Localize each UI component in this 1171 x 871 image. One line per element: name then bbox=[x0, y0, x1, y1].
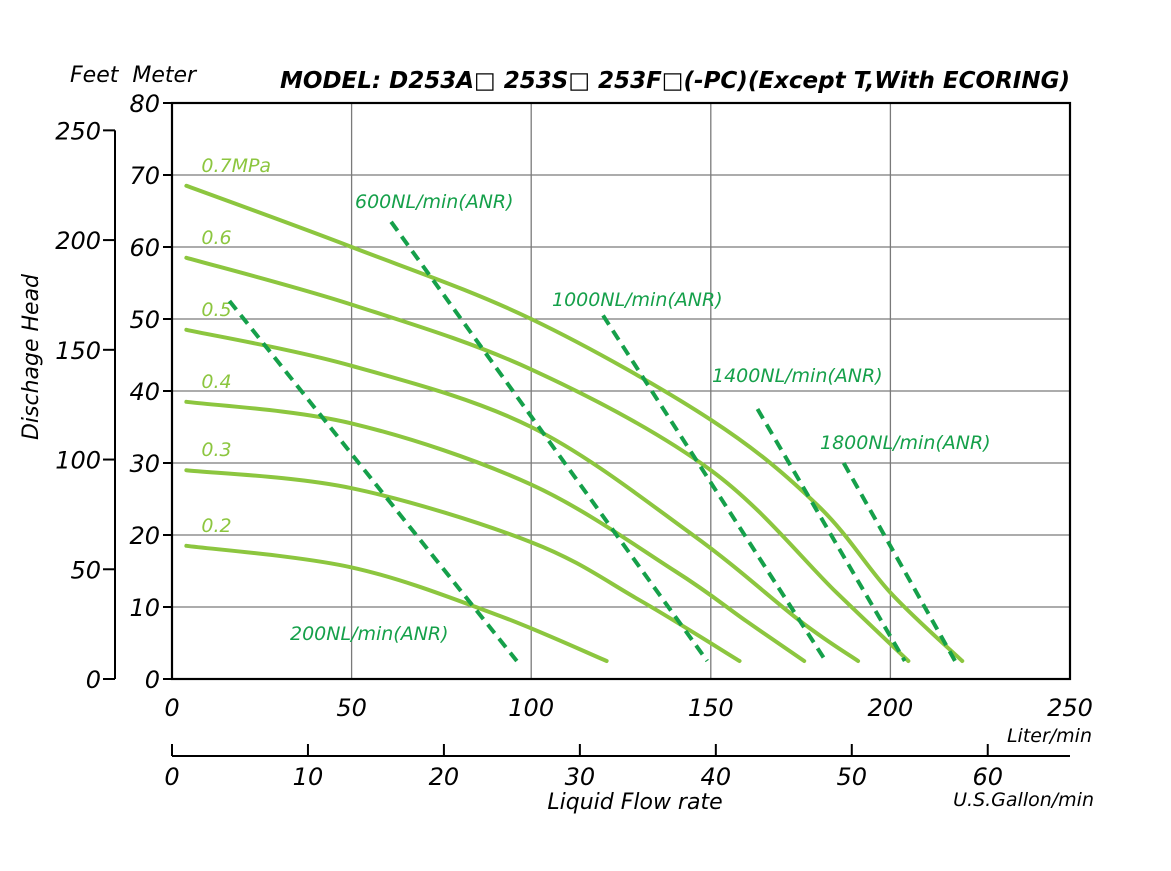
x-tick-label-liter: 0 bbox=[164, 694, 179, 722]
air-consumption-label: 1400NL/min(ANR) bbox=[712, 365, 883, 387]
y-tick-label-meter: 30 bbox=[129, 450, 160, 478]
y-tick-label-feet: 200 bbox=[55, 227, 101, 255]
air-consumption-label: 600NL/min(ANR) bbox=[355, 191, 514, 213]
y-tick-label-meter: 50 bbox=[129, 306, 160, 334]
pressure-curve bbox=[184, 468, 742, 663]
y-tick-label-feet: 0 bbox=[86, 666, 101, 694]
y-tick-label-meter: 80 bbox=[129, 90, 160, 118]
pressure-curve bbox=[184, 543, 609, 663]
x-tick-label-liter: 50 bbox=[336, 694, 367, 722]
x-tick-label-gallon: 50 bbox=[837, 763, 868, 791]
pressure-curve bbox=[184, 183, 965, 663]
pressure-curve-label: 0.7MPa bbox=[201, 155, 271, 177]
air-consumption-line bbox=[755, 407, 907, 663]
y-tick-label-feet: 50 bbox=[70, 556, 101, 584]
x-tick-label-gallon: 20 bbox=[429, 763, 460, 791]
air-consumption-label: 1000NL/min(ANR) bbox=[552, 289, 723, 311]
x-tick-label-liter: 100 bbox=[508, 694, 554, 722]
x-tick-label-gallon: 10 bbox=[293, 763, 324, 791]
x-tick-label-gallon: 0 bbox=[164, 763, 179, 791]
x-unit-secondary: U.S.Gallon/min bbox=[953, 789, 1094, 811]
x-tick-label-liter: 150 bbox=[688, 694, 734, 722]
y-tick-label-feet: 150 bbox=[55, 337, 101, 365]
x-unit-primary: Liter/min bbox=[1007, 725, 1092, 747]
series-layer: 0.7MPa 0.6 0.5 0.4 0.3 0.2 200NL/min(ANR) 600NL… bbox=[184, 155, 991, 663]
air-consumption-label: 1800NL/min(ANR) bbox=[820, 432, 991, 454]
air-consumption-line bbox=[227, 299, 519, 663]
x-tick-label-liter: 200 bbox=[867, 694, 913, 722]
units-header: Feet Meter bbox=[70, 63, 198, 88]
pressure-curve-label: 0.2 bbox=[201, 515, 231, 537]
y-tick-label-meter: 70 bbox=[129, 162, 160, 190]
x-tick-label-gallon: 30 bbox=[565, 763, 596, 791]
chart-title: MODEL: D253A□ 253S□ 253F□(-PC)(Except T,… bbox=[280, 68, 1070, 94]
pressure-curve bbox=[184, 399, 807, 663]
y-axis-label: Dischage Head bbox=[19, 273, 44, 440]
y-tick-label-meter: 0 bbox=[145, 666, 160, 694]
air-consumption-label: 200NL/min(ANR) bbox=[290, 623, 449, 645]
pressure-curve bbox=[184, 255, 911, 663]
y-tick-label-feet: 250 bbox=[55, 117, 101, 145]
y-tick-label-meter: 20 bbox=[129, 522, 160, 550]
air-consumption-line bbox=[841, 462, 957, 662]
grid bbox=[172, 103, 1070, 679]
y-tick-label-meter: 60 bbox=[129, 234, 160, 262]
y-tick-label-meter: 10 bbox=[129, 594, 160, 622]
air-consumption-line bbox=[601, 314, 828, 663]
pressure-curve-label: 0.5 bbox=[201, 299, 231, 321]
x-tick-label-gallon: 60 bbox=[972, 763, 1003, 791]
y-tick-label-feet: 100 bbox=[55, 447, 101, 475]
x-tick-label-gallon: 40 bbox=[701, 763, 732, 791]
pressure-curve-label: 0.6 bbox=[201, 227, 231, 249]
air-consumption-line bbox=[389, 220, 709, 663]
x-axis-label: Liquid Flow rate bbox=[547, 790, 722, 815]
pressure-curve-label: 0.3 bbox=[201, 439, 231, 461]
pressure-curve-label: 0.4 bbox=[201, 371, 231, 393]
x-tick-label-liter: 250 bbox=[1047, 694, 1093, 722]
y-tick-label-meter: 40 bbox=[129, 378, 160, 406]
